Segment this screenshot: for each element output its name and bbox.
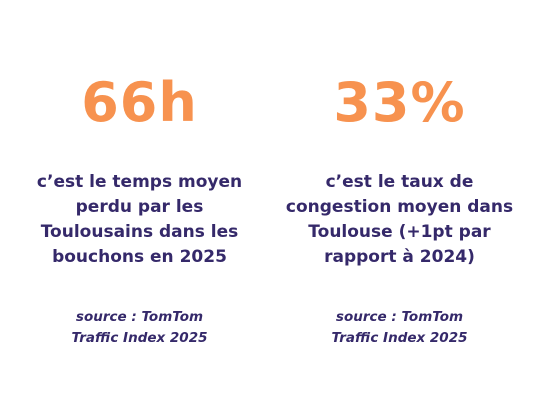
stat-source-line: Traffic Index 2025 bbox=[331, 330, 468, 346]
stat-description-line: Toulouse (+1pt par bbox=[308, 222, 491, 242]
stat-description-line: perdu par les bbox=[75, 197, 204, 217]
stat-description-line: Toulousains dans les bbox=[40, 222, 239, 242]
stat-description: c’est le taux de congestion moyen dans T… bbox=[262, 170, 537, 270]
stat-value: 33% bbox=[333, 71, 466, 134]
stat-description-line: congestion moyen dans bbox=[285, 197, 514, 217]
stat-description-line: c’est le taux de bbox=[325, 172, 474, 192]
stat-description-line: bouchons en 2025 bbox=[52, 247, 227, 267]
stat-value: 66h bbox=[81, 71, 198, 134]
stat-source-line: source : TomTom bbox=[335, 309, 464, 325]
stat-description: c’est le temps moyen perdu par les Toulo… bbox=[2, 170, 277, 270]
stat-source: source : TomTom Traffic Index 2025 bbox=[262, 307, 537, 349]
stat-source-line: source : TomTom bbox=[75, 309, 204, 325]
stat-description-line: c’est le temps moyen bbox=[36, 172, 243, 192]
stat-source: source : TomTom Traffic Index 2025 bbox=[2, 307, 277, 349]
stat-description-line: rapport à 2024) bbox=[324, 247, 475, 267]
stat-source-line: Traffic Index 2025 bbox=[71, 330, 208, 346]
